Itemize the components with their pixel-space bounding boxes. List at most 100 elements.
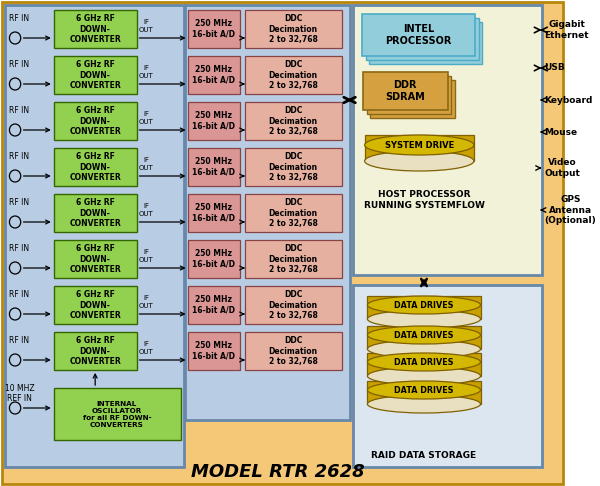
Bar xyxy=(370,22,482,64)
Text: RF IN: RF IN xyxy=(10,60,29,69)
Text: DATA DRIVES: DATA DRIVES xyxy=(394,300,454,310)
Text: 250 MHz
16-bit A/D: 250 MHz 16-bit A/D xyxy=(193,65,235,85)
Text: RF IN: RF IN xyxy=(10,336,29,345)
Text: INTEL
PROCESSOR: INTEL PROCESSOR xyxy=(385,24,452,46)
Bar xyxy=(367,353,481,376)
Text: GPS
Antenna
(Optional): GPS Antenna (Optional) xyxy=(545,195,596,225)
Bar xyxy=(188,240,240,278)
Text: DATA DRIVES: DATA DRIVES xyxy=(394,358,454,366)
Text: OUT: OUT xyxy=(139,119,154,125)
Ellipse shape xyxy=(367,296,481,314)
Text: 250 MHz
16-bit A/D: 250 MHz 16-bit A/D xyxy=(193,295,235,315)
Text: OUT: OUT xyxy=(139,303,154,309)
Bar xyxy=(188,10,240,48)
Bar xyxy=(245,102,342,140)
Text: OUT: OUT xyxy=(139,211,154,217)
Text: DDC
Decimation
2 to 32,768: DDC Decimation 2 to 32,768 xyxy=(268,290,317,320)
Bar xyxy=(245,10,342,48)
Bar xyxy=(188,148,240,186)
Text: IF: IF xyxy=(143,341,149,347)
Bar xyxy=(245,332,342,370)
Text: Mouse: Mouse xyxy=(545,127,578,137)
Bar xyxy=(54,102,137,140)
Text: RF IN: RF IN xyxy=(10,106,29,115)
Text: 6 GHz RF
DOWN-
CONVERTER: 6 GHz RF DOWN- CONVERTER xyxy=(69,336,121,366)
Text: Gigabit
Ethernet: Gigabit Ethernet xyxy=(545,20,589,40)
Bar xyxy=(188,286,240,324)
Text: USB: USB xyxy=(545,64,565,72)
Bar xyxy=(245,194,342,232)
Text: DDR
SDRAM: DDR SDRAM xyxy=(385,80,425,102)
Text: 6 GHz RF
DOWN-
CONVERTER: 6 GHz RF DOWN- CONVERTER xyxy=(69,14,121,44)
Text: 6 GHz RF
DOWN-
CONVERTER: 6 GHz RF DOWN- CONVERTER xyxy=(69,60,121,90)
Bar xyxy=(54,10,137,48)
Text: RF IN: RF IN xyxy=(10,198,29,207)
Text: OUT: OUT xyxy=(139,349,154,355)
Text: OUT: OUT xyxy=(139,257,154,263)
Text: IF: IF xyxy=(143,111,149,117)
Text: 250 MHz
16-bit A/D: 250 MHz 16-bit A/D xyxy=(193,203,235,223)
Text: RF IN: RF IN xyxy=(10,244,29,253)
Bar xyxy=(362,14,475,56)
Text: IF: IF xyxy=(143,157,149,163)
Ellipse shape xyxy=(367,395,481,413)
Text: IF: IF xyxy=(143,203,149,209)
Bar xyxy=(54,148,137,186)
Bar xyxy=(367,76,451,114)
Bar xyxy=(367,381,481,404)
Bar xyxy=(5,5,184,467)
Bar xyxy=(353,5,542,275)
Ellipse shape xyxy=(365,135,474,155)
Bar xyxy=(54,56,137,94)
Text: HOST PROCESSOR
RUNNING SYSTEMFLOW: HOST PROCESSOR RUNNING SYSTEMFLOW xyxy=(364,191,484,209)
Bar xyxy=(367,296,481,319)
Text: DATA DRIVES: DATA DRIVES xyxy=(394,330,454,340)
Ellipse shape xyxy=(367,353,481,371)
Text: OUT: OUT xyxy=(139,27,154,33)
Text: 10 MHZ
REF IN: 10 MHZ REF IN xyxy=(5,384,34,403)
Bar xyxy=(188,56,240,94)
Bar xyxy=(367,326,481,349)
Text: DATA DRIVES: DATA DRIVES xyxy=(394,385,454,395)
Bar xyxy=(245,286,342,324)
Bar xyxy=(54,332,137,370)
Text: RF IN: RF IN xyxy=(10,14,29,23)
Text: 250 MHz
16-bit A/D: 250 MHz 16-bit A/D xyxy=(193,157,235,177)
Bar xyxy=(54,194,137,232)
Text: DDC
Decimation
2 to 32,768: DDC Decimation 2 to 32,768 xyxy=(268,244,317,274)
Bar xyxy=(185,5,350,420)
Ellipse shape xyxy=(365,151,474,171)
Ellipse shape xyxy=(367,310,481,328)
Text: IF: IF xyxy=(143,65,149,71)
Ellipse shape xyxy=(367,326,481,344)
Text: DDC
Decimation
2 to 32,768: DDC Decimation 2 to 32,768 xyxy=(268,198,317,228)
Text: Keyboard: Keyboard xyxy=(545,96,593,104)
Text: IF: IF xyxy=(143,19,149,25)
Bar xyxy=(54,286,137,324)
Text: RAID DATA STORAGE: RAID DATA STORAGE xyxy=(371,451,476,459)
Text: 250 MHz
16-bit A/D: 250 MHz 16-bit A/D xyxy=(193,341,235,361)
Bar xyxy=(188,102,240,140)
Bar xyxy=(245,56,342,94)
Text: OUT: OUT xyxy=(139,165,154,171)
Text: DDC
Decimation
2 to 32,768: DDC Decimation 2 to 32,768 xyxy=(268,14,317,44)
Ellipse shape xyxy=(367,381,481,399)
Bar xyxy=(188,194,240,232)
Text: OUT: OUT xyxy=(139,73,154,79)
Bar xyxy=(54,240,137,278)
Text: DDC
Decimation
2 to 32,768: DDC Decimation 2 to 32,768 xyxy=(268,152,317,182)
Text: IF: IF xyxy=(143,249,149,255)
Bar xyxy=(54,388,181,440)
Text: 250 MHz
16-bit A/D: 250 MHz 16-bit A/D xyxy=(193,111,235,131)
Ellipse shape xyxy=(367,340,481,358)
Bar xyxy=(245,148,342,186)
Text: INTERNAL
OSCILLATOR
for all RF DOWN-
CONVERTERS: INTERNAL OSCILLATOR for all RF DOWN- CON… xyxy=(83,400,151,428)
Text: IF: IF xyxy=(143,295,149,301)
Bar xyxy=(370,80,455,118)
Text: DDC
Decimation
2 to 32,768: DDC Decimation 2 to 32,768 xyxy=(268,336,317,366)
Text: 6 GHz RF
DOWN-
CONVERTER: 6 GHz RF DOWN- CONVERTER xyxy=(69,244,121,274)
Text: 6 GHz RF
DOWN-
CONVERTER: 6 GHz RF DOWN- CONVERTER xyxy=(69,152,121,182)
Bar xyxy=(245,240,342,278)
Text: DDC
Decimation
2 to 32,768: DDC Decimation 2 to 32,768 xyxy=(268,60,317,90)
Text: 250 MHz
16-bit A/D: 250 MHz 16-bit A/D xyxy=(193,249,235,269)
